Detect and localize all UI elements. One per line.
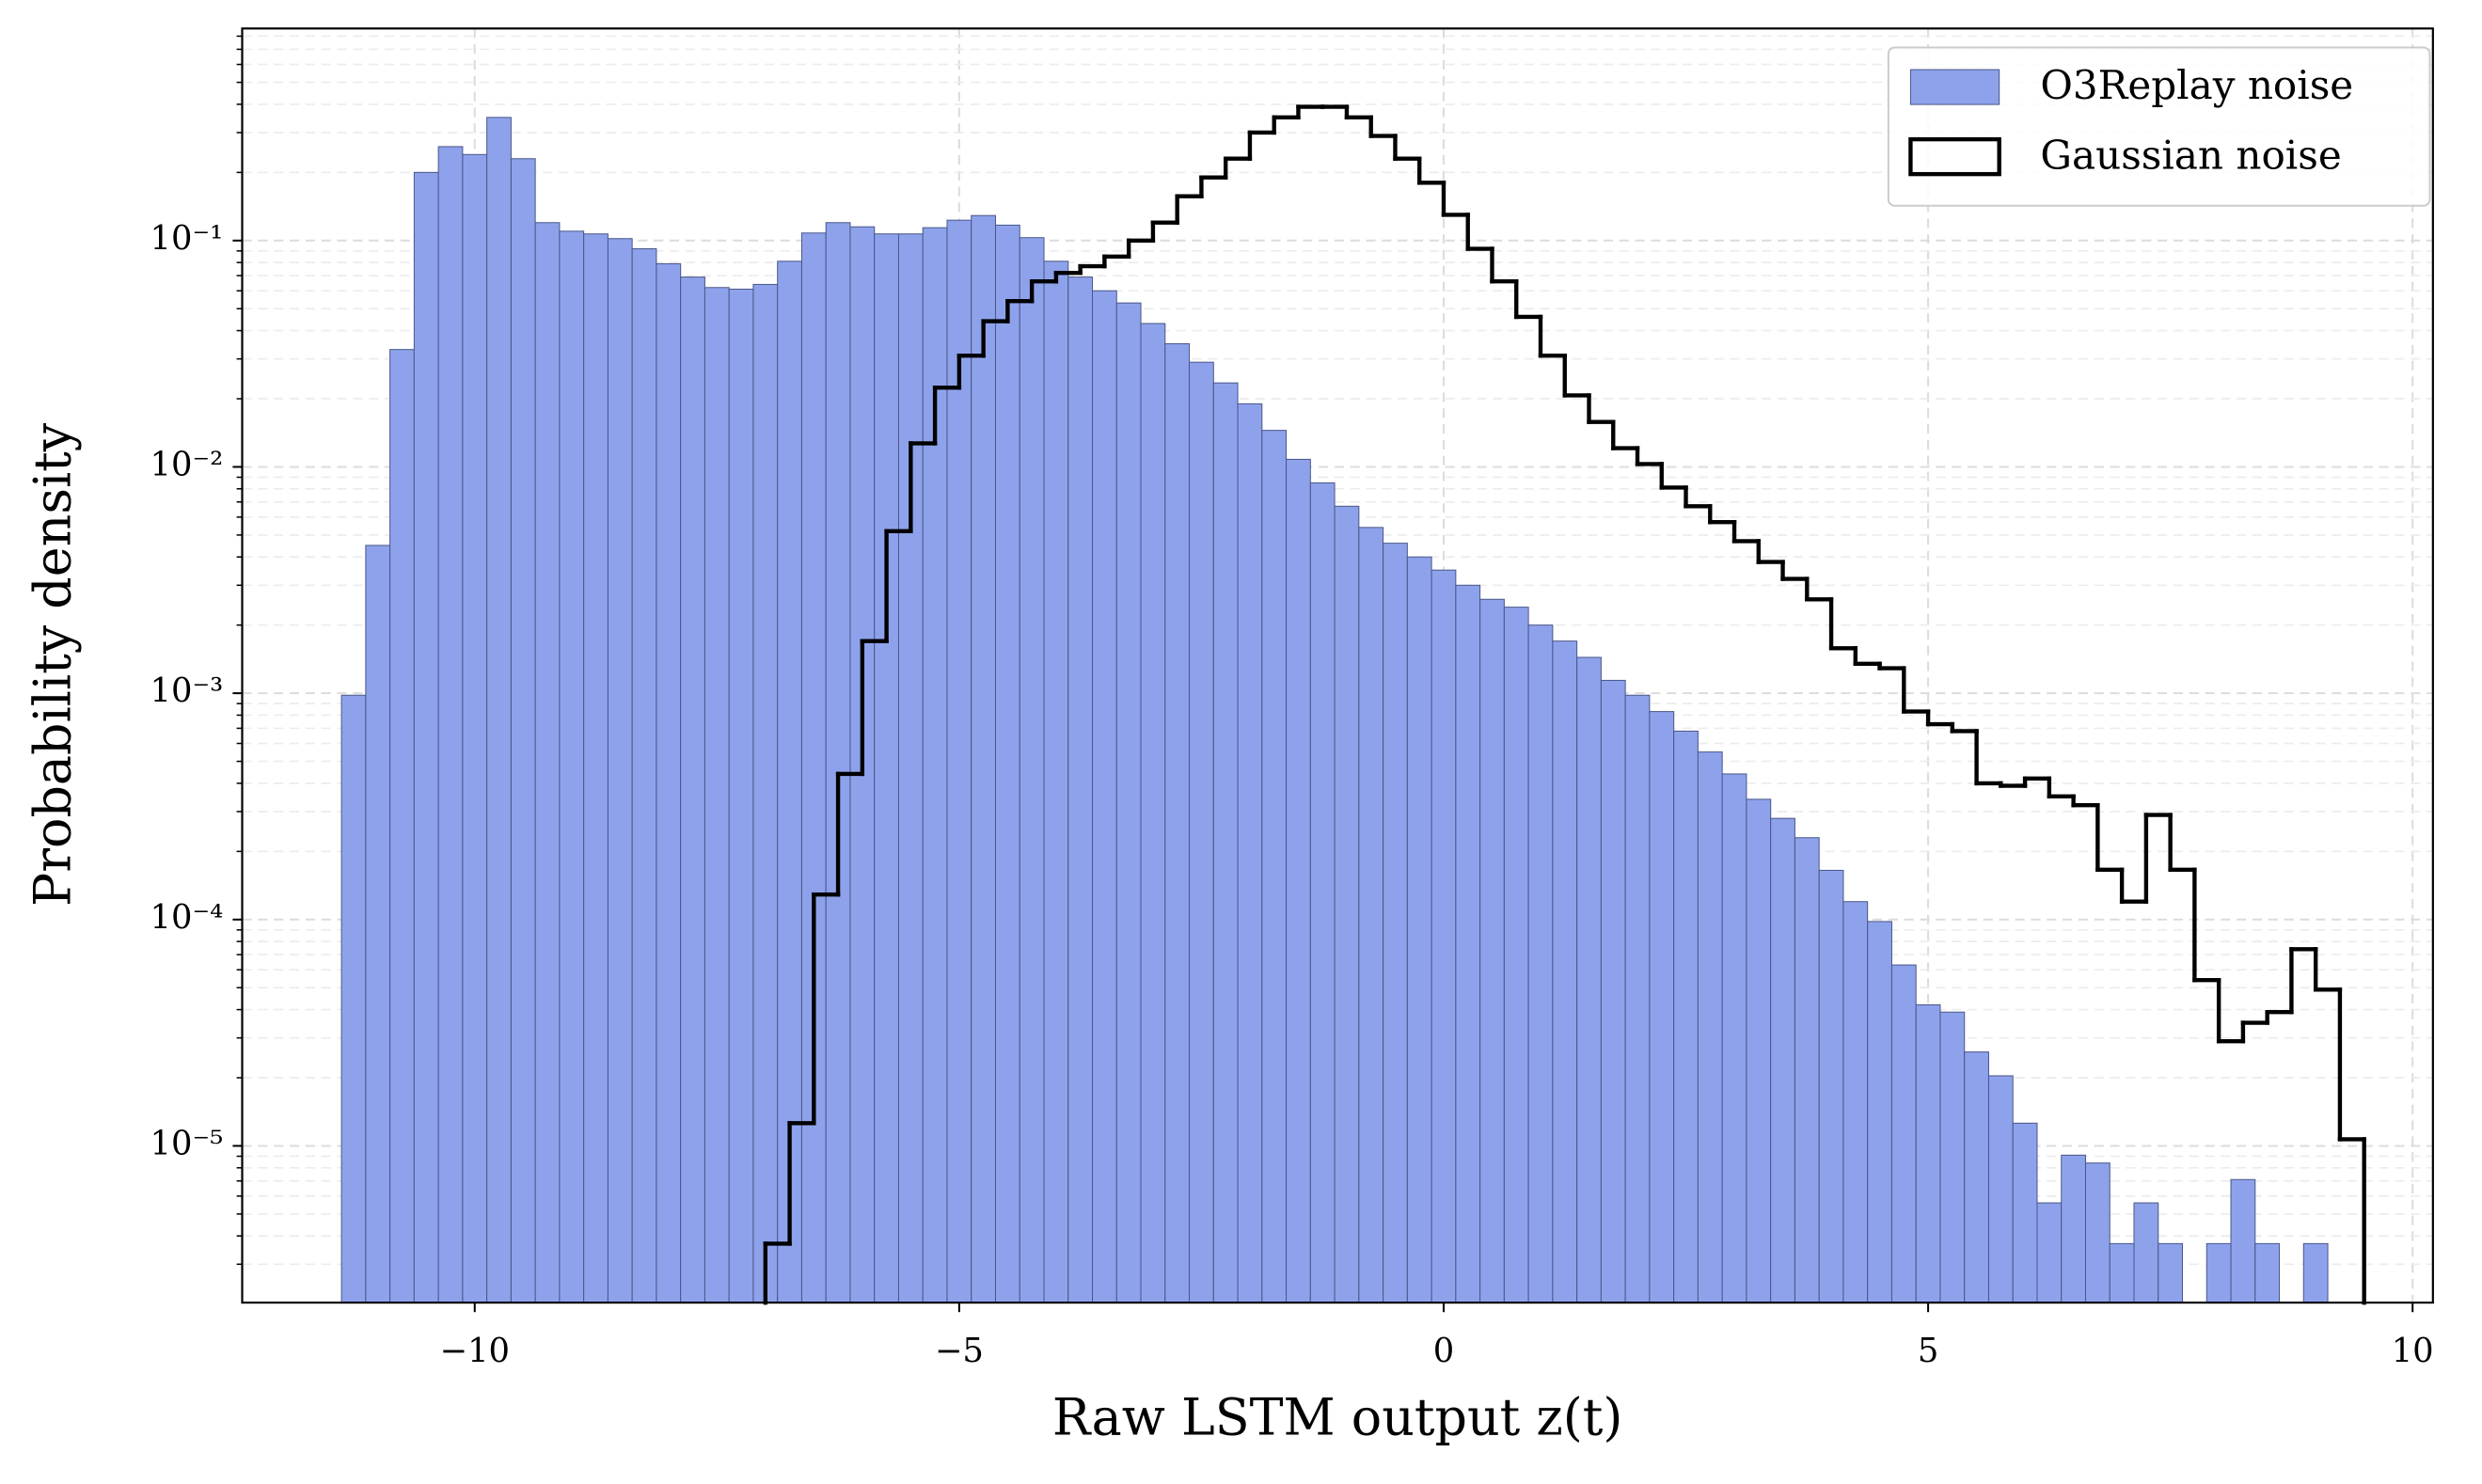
bar	[1237, 403, 1263, 1303]
bar	[2012, 1122, 2038, 1303]
bar	[1164, 343, 1191, 1303]
legend-label: Gaussian noise	[2040, 132, 2341, 178]
bar	[1261, 430, 1288, 1303]
bar	[607, 238, 633, 1303]
bar	[1673, 730, 1699, 1303]
x-tick-label: −5	[935, 1332, 984, 1370]
bar	[1479, 598, 1505, 1303]
legend-swatch	[1909, 69, 2000, 105]
bar	[1092, 290, 1117, 1303]
bar	[1915, 1003, 1941, 1303]
bar	[703, 287, 730, 1303]
axes-frame	[241, 27, 2434, 1304]
bar	[1794, 837, 1820, 1303]
bar	[583, 233, 609, 1303]
bar	[365, 545, 391, 1303]
bar	[1334, 505, 1360, 1303]
bar	[1770, 817, 1795, 1303]
bar	[1600, 679, 1626, 1303]
bar	[1043, 260, 1069, 1303]
bar	[1939, 1011, 1966, 1303]
bar	[2133, 1202, 2159, 1303]
y-tick-label: 10⁻³	[150, 671, 224, 710]
bar	[534, 222, 561, 1303]
bar	[971, 214, 997, 1303]
bar	[1697, 751, 1723, 1303]
bar	[752, 283, 779, 1303]
bar	[1890, 964, 1917, 1303]
bar	[1067, 276, 1094, 1303]
bar	[2205, 1242, 2232, 1303]
x-tick-label: 10	[2392, 1332, 2434, 1370]
y-tick-label: 10⁻²	[150, 445, 224, 483]
bar	[1455, 584, 1481, 1303]
bar	[1746, 798, 1772, 1303]
legend: O3Replay noise Gaussian noise	[1887, 46, 2431, 207]
bar	[1309, 482, 1336, 1303]
bar	[1842, 901, 1869, 1303]
bar	[486, 117, 512, 1303]
bar	[897, 233, 924, 1303]
bar	[1189, 361, 1214, 1303]
bar	[413, 171, 439, 1303]
bar	[2109, 1242, 2135, 1303]
bar	[2254, 1242, 2281, 1303]
bar	[1552, 640, 1578, 1303]
y-tick-label: 10⁻⁵	[150, 1124, 224, 1162]
bar	[437, 146, 464, 1303]
bar	[1964, 1051, 1989, 1303]
legend-box	[1887, 46, 2431, 207]
bar	[874, 233, 899, 1303]
x-tick-label: −10	[439, 1332, 510, 1370]
bar	[1624, 694, 1651, 1303]
bar	[680, 276, 705, 1303]
x-tick-label: 0	[1433, 1332, 1454, 1370]
bar	[631, 248, 657, 1303]
bar	[1212, 382, 1239, 1303]
bar	[559, 230, 585, 1303]
bar	[656, 262, 682, 1303]
legend-label: O3Replay noise	[2040, 62, 2353, 108]
bar	[2061, 1154, 2086, 1303]
y-axis-label: Probability density	[24, 422, 83, 907]
bar	[2302, 1242, 2329, 1303]
bar	[510, 158, 536, 1303]
legend-swatch	[1908, 136, 2001, 177]
bar	[2230, 1178, 2256, 1303]
bar	[1140, 323, 1166, 1303]
bar	[1721, 773, 1747, 1303]
bar	[1406, 556, 1432, 1303]
bar	[1383, 543, 1408, 1303]
x-axis-label: Raw LSTM output z(t)	[1052, 1387, 1623, 1446]
bar	[340, 694, 367, 1303]
bar	[1115, 302, 1142, 1303]
axes: −10 −5 0 5 10 10⁻⁵ 10⁻⁴ 10⁻³ 10⁻² 10⁻¹	[150, 27, 2434, 1370]
bar	[389, 349, 415, 1303]
bar	[2084, 1162, 2110, 1303]
x-tick-label: 5	[1918, 1332, 1938, 1370]
bar	[1987, 1075, 2014, 1303]
bar	[2036, 1202, 2063, 1303]
bar	[1527, 624, 1554, 1303]
bar	[825, 222, 851, 1303]
bar	[1019, 237, 1045, 1303]
bar	[994, 224, 1020, 1303]
bar	[800, 232, 827, 1303]
y-tick-label: 10⁻⁴	[150, 898, 224, 937]
bar	[462, 153, 488, 1303]
bar	[1576, 656, 1602, 1303]
bar	[728, 288, 754, 1303]
bar	[1649, 711, 1675, 1303]
y-tick-label: 10⁻¹	[150, 219, 224, 258]
bar	[1286, 458, 1311, 1303]
bar	[1503, 607, 1529, 1303]
bar	[2158, 1242, 2184, 1303]
bar	[1867, 921, 1892, 1303]
bar	[1818, 869, 1844, 1303]
bar	[1358, 527, 1384, 1303]
bar	[1431, 569, 1457, 1303]
